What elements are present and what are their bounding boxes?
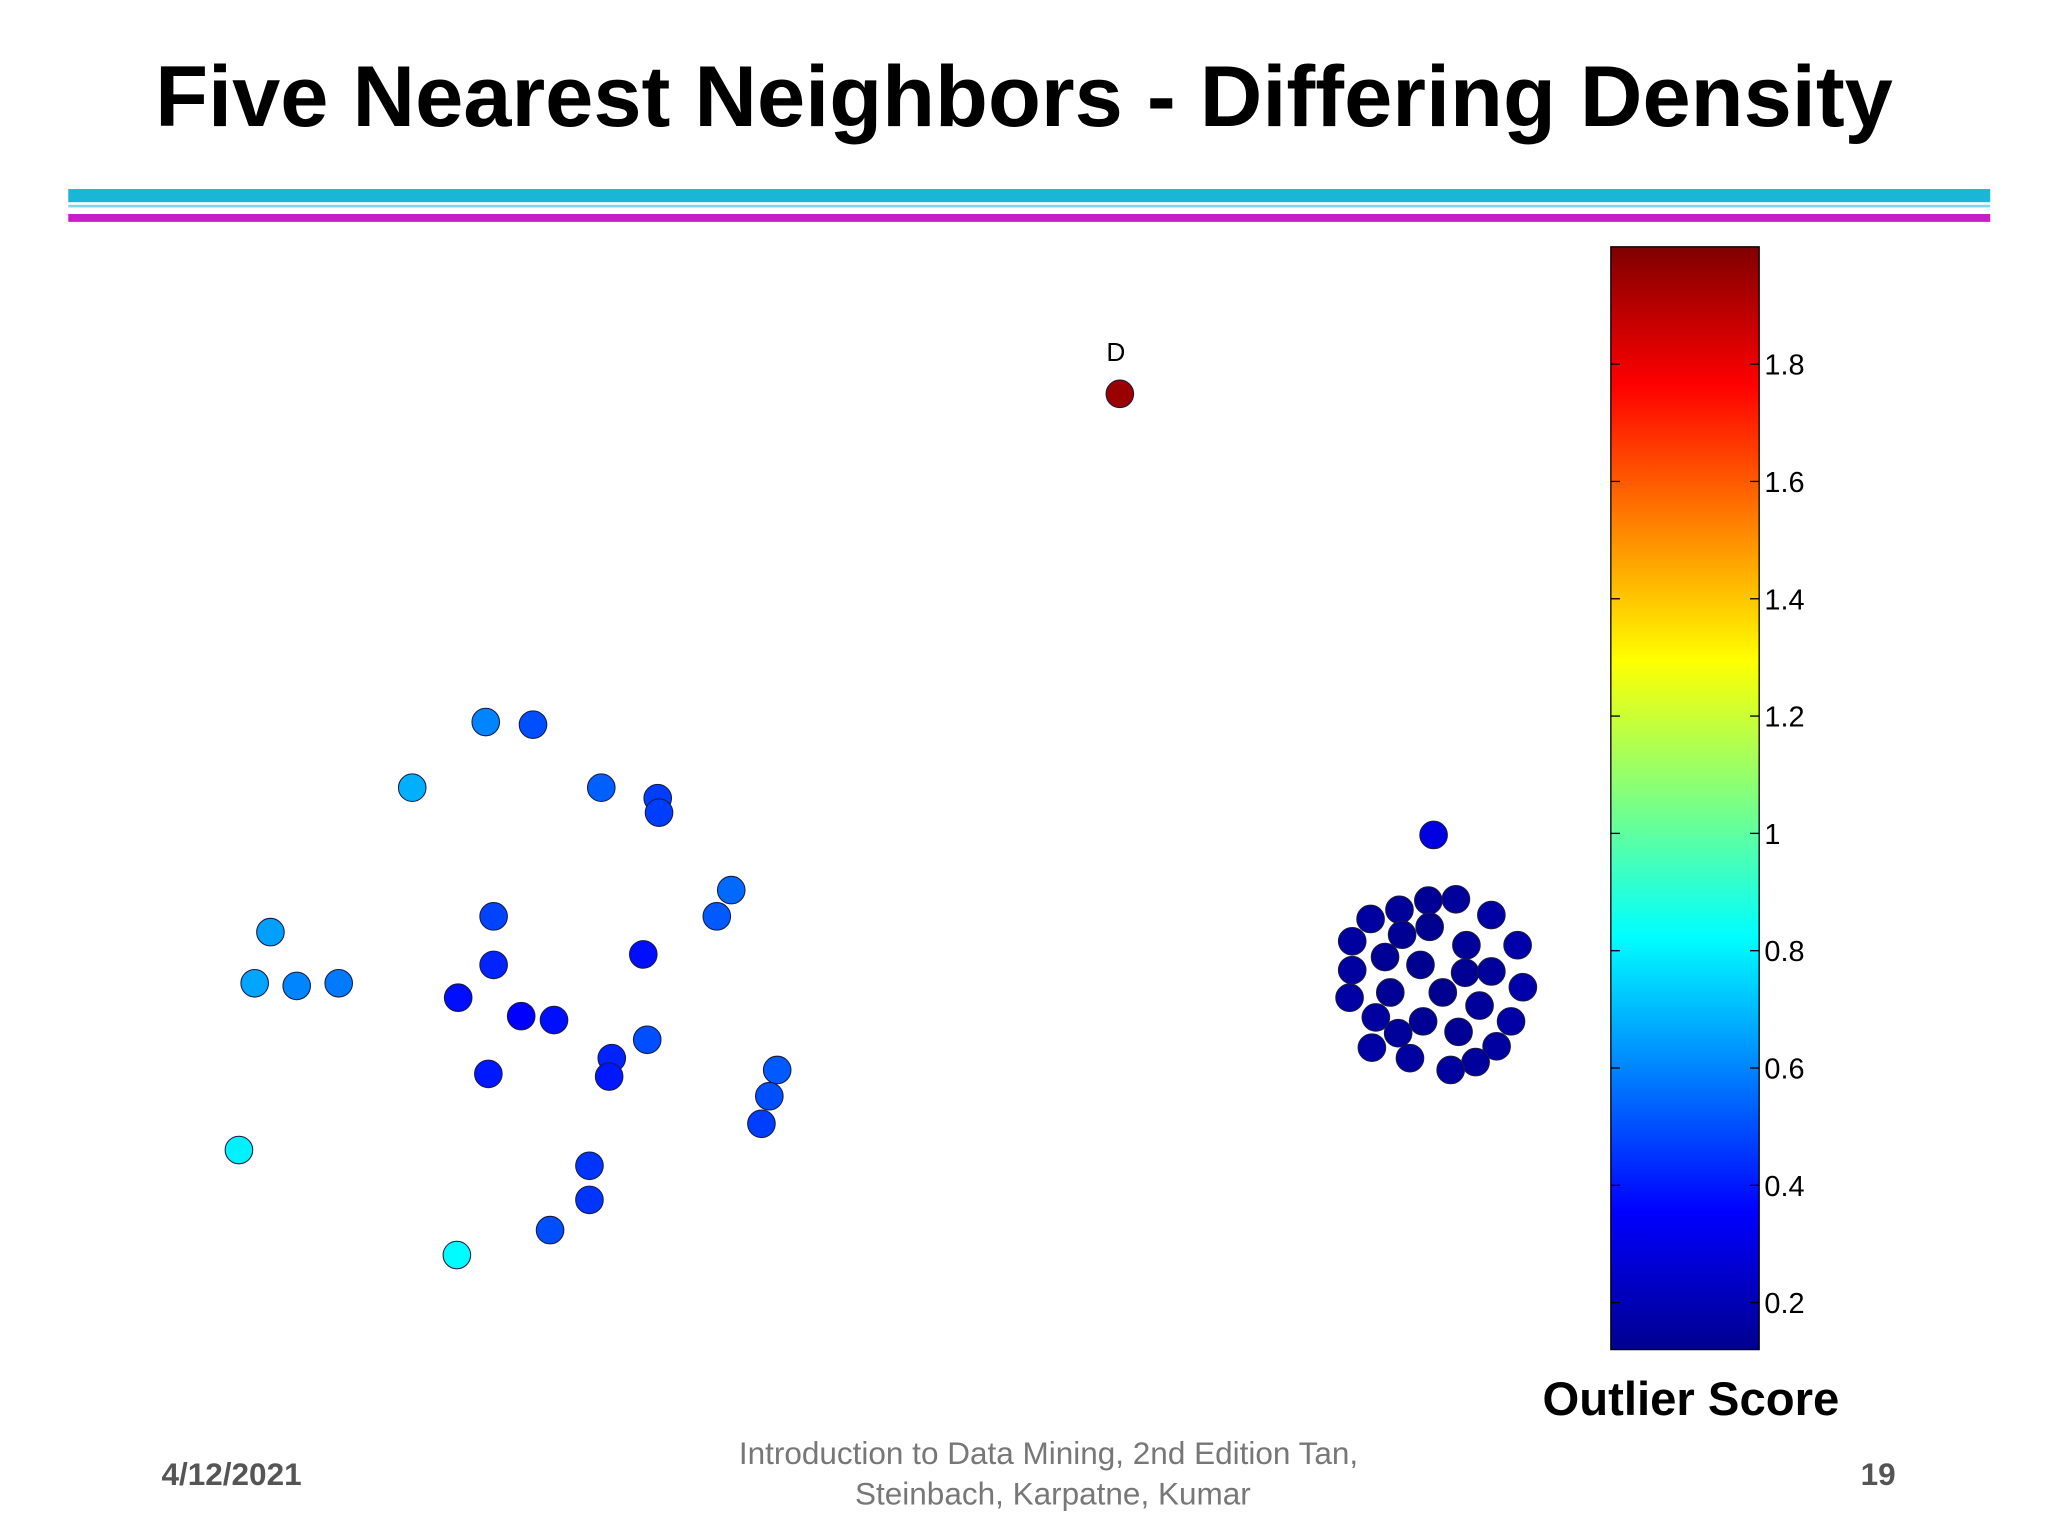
footer-citation: Introduction to Data Mining, 2nd Edition… [739, 1435, 1367, 1512]
point [1503, 930, 1532, 960]
point [224, 1135, 254, 1165]
colorbar [1610, 246, 1760, 1351]
point [1356, 904, 1385, 934]
point [586, 773, 616, 803]
point [575, 1151, 604, 1181]
colorbar-tick-label: 1 [1764, 819, 1780, 851]
point [474, 1059, 503, 1089]
point [1387, 920, 1417, 950]
point [471, 707, 501, 737]
point [1452, 930, 1481, 960]
point [1361, 1003, 1391, 1032]
point [1441, 884, 1471, 914]
point [256, 917, 285, 947]
point [1444, 1017, 1473, 1047]
point [1337, 955, 1367, 985]
point [1337, 926, 1367, 956]
point [1477, 957, 1506, 986]
colorbar-tick-label: 1.4 [1764, 584, 1804, 616]
point [1419, 820, 1448, 850]
colorbar-tick-label: 0.8 [1764, 936, 1804, 968]
point-annotation: D [1106, 337, 1125, 367]
point [1508, 972, 1538, 1002]
point [518, 710, 548, 739]
point [1461, 1047, 1490, 1077]
point [1415, 912, 1444, 942]
colorbar-tick-label: 0.2 [1764, 1288, 1804, 1320]
colorbar-tick-label: 0.6 [1764, 1054, 1804, 1086]
point [282, 971, 312, 1001]
point [632, 1025, 662, 1055]
title-rule [68, 189, 1991, 203]
point [1335, 983, 1364, 1013]
colorbar-tick-label: 1.8 [1764, 350, 1804, 382]
colorbar-tick-label: 1.2 [1764, 702, 1804, 734]
citation-line: Steinbach, Karpatne, Kumar [855, 1475, 1251, 1511]
point [762, 1055, 792, 1085]
point [240, 968, 269, 998]
point [1450, 958, 1480, 988]
point [539, 1005, 569, 1035]
point [1105, 379, 1135, 409]
point [1482, 1032, 1511, 1061]
point [1408, 1007, 1438, 1036]
point [1383, 1018, 1413, 1048]
point [1370, 942, 1400, 972]
point [324, 968, 354, 998]
point [1375, 978, 1405, 1007]
point [747, 1109, 776, 1139]
point [1477, 900, 1506, 930]
point [535, 1215, 565, 1245]
point [575, 1185, 604, 1215]
citation-line: Introduction to Data Mining, 2nd Edition… [739, 1435, 1358, 1471]
point [1436, 1055, 1465, 1085]
slide-title: Five Nearest Neighbors - Differing Densi… [155, 49, 1893, 145]
point [644, 798, 674, 827]
title-rule [68, 213, 1991, 222]
point [1357, 1033, 1387, 1062]
point [1395, 1043, 1425, 1073]
colorbar-tick-label: 0.4 [1764, 1171, 1804, 1203]
point [397, 773, 427, 803]
point [479, 950, 508, 980]
page-number: 19 [1861, 1456, 1896, 1492]
point [479, 902, 508, 931]
point [1406, 950, 1435, 980]
colorbar-tick-label: 1.6 [1764, 467, 1804, 499]
point [702, 902, 732, 931]
point [443, 983, 473, 1013]
point [628, 940, 658, 969]
point [506, 1001, 536, 1031]
point [1414, 886, 1443, 915]
point [716, 875, 746, 905]
point [1465, 991, 1494, 1020]
point [442, 1240, 472, 1270]
point [1496, 1007, 1526, 1036]
point [1428, 978, 1458, 1007]
footer-date: 4/12/2021 [161, 1456, 301, 1492]
point [755, 1081, 784, 1111]
colorbar-label: Outlier Score [1543, 1373, 1840, 1426]
title-rule [68, 204, 1991, 208]
point [594, 1062, 624, 1091]
point [1385, 895, 1414, 925]
